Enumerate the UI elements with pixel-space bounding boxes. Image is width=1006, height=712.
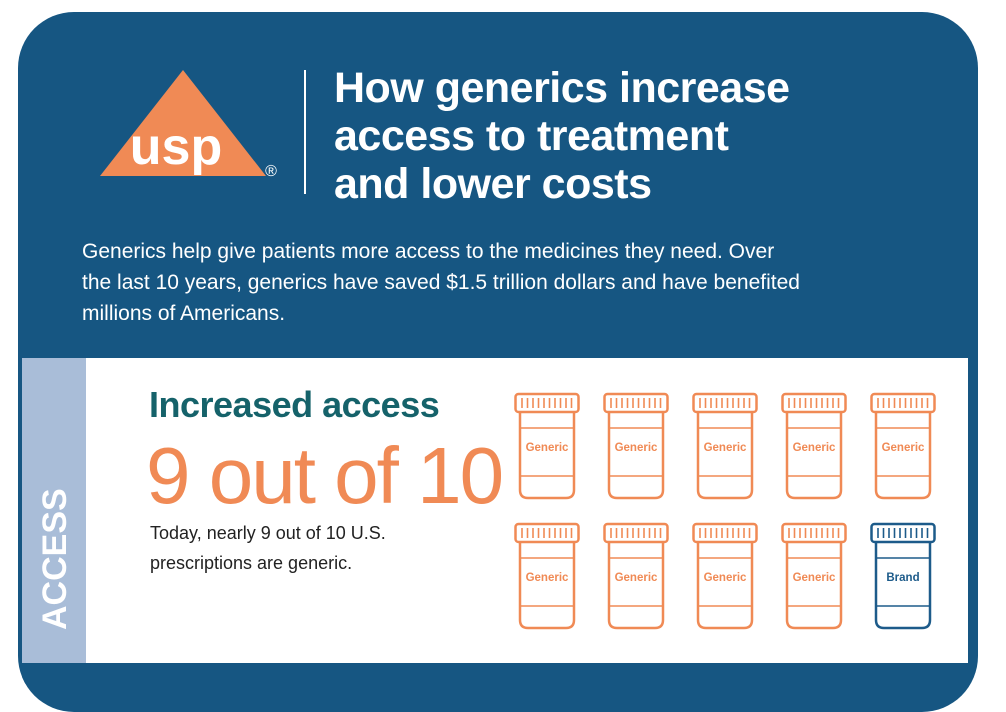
page-title: How generics increase access to treatmen… <box>334 64 934 208</box>
intro-line: Generics help give patients more access … <box>82 240 775 263</box>
intro-paragraph: Generics help give patients more access … <box>82 236 922 329</box>
intro-line: the last 10 years, generics have saved $… <box>82 271 800 294</box>
pill-bottle-icon <box>603 522 669 630</box>
section-side-band: ACCESS <box>22 358 86 663</box>
bottle-label: Generic <box>525 572 569 584</box>
generic-bottle: Generic <box>870 392 936 500</box>
generic-bottle: Generic <box>514 522 580 630</box>
generic-bottle: Generic <box>781 522 847 630</box>
intro-line: millions of Americans. <box>82 302 286 325</box>
pill-bottle-icon <box>692 392 758 500</box>
logo-text: usp <box>130 118 222 176</box>
pill-bottle-icon <box>870 522 936 630</box>
next-section-band <box>22 664 968 684</box>
stat-description-line: Today, nearly 9 out of 10 U.S. <box>150 523 386 543</box>
bottle-label: Generic <box>792 572 836 584</box>
generic-bottle: Generic <box>692 392 758 500</box>
generic-bottle: Generic <box>692 522 758 630</box>
generic-bottle: Generic <box>514 392 580 500</box>
access-panel: ACCESS Increased access 9 out of 10 Toda… <box>22 358 968 663</box>
generic-bottle: Generic <box>603 522 669 630</box>
pill-bottle-icon <box>692 522 758 630</box>
bottle-label: Generic <box>614 442 658 454</box>
bottle-label: Generic <box>703 572 747 584</box>
brand-bottle: Brand <box>870 522 936 630</box>
title-line: How generics increase <box>334 64 790 112</box>
bottle-label: Generic <box>703 442 747 454</box>
section-title: Increased access <box>149 384 440 425</box>
pill-bottle-icon <box>514 392 580 500</box>
pill-bottle-icon <box>870 392 936 500</box>
title-line: access to treatment <box>334 112 729 160</box>
stat-description: Today, nearly 9 out of 10 U.S. prescript… <box>150 518 470 578</box>
generic-bottle: Generic <box>781 392 847 500</box>
usp-logo: usp ® <box>88 64 278 184</box>
title-line: and lower costs <box>334 160 652 208</box>
pill-bottle-icon <box>514 522 580 630</box>
pill-bottle-icon <box>781 522 847 630</box>
bottle-label: Generic <box>792 442 836 454</box>
pill-bottle-icon <box>603 392 669 500</box>
pill-bottle-icon <box>781 392 847 500</box>
stat-description-line: prescriptions are generic. <box>150 553 353 573</box>
header-card: usp ® How generics increase access to tr… <box>18 12 978 712</box>
section-side-label: ACCESS <box>36 488 74 630</box>
header-divider <box>304 70 306 194</box>
bottle-label: Brand <box>886 572 920 584</box>
generic-bottle: Generic <box>603 392 669 500</box>
big-stat: 9 out of 10 <box>146 431 504 520</box>
bottle-label: Generic <box>525 442 569 454</box>
bottle-label: Generic <box>881 442 925 454</box>
bottle-label: Generic <box>614 572 658 584</box>
registered-mark: ® <box>265 163 277 180</box>
